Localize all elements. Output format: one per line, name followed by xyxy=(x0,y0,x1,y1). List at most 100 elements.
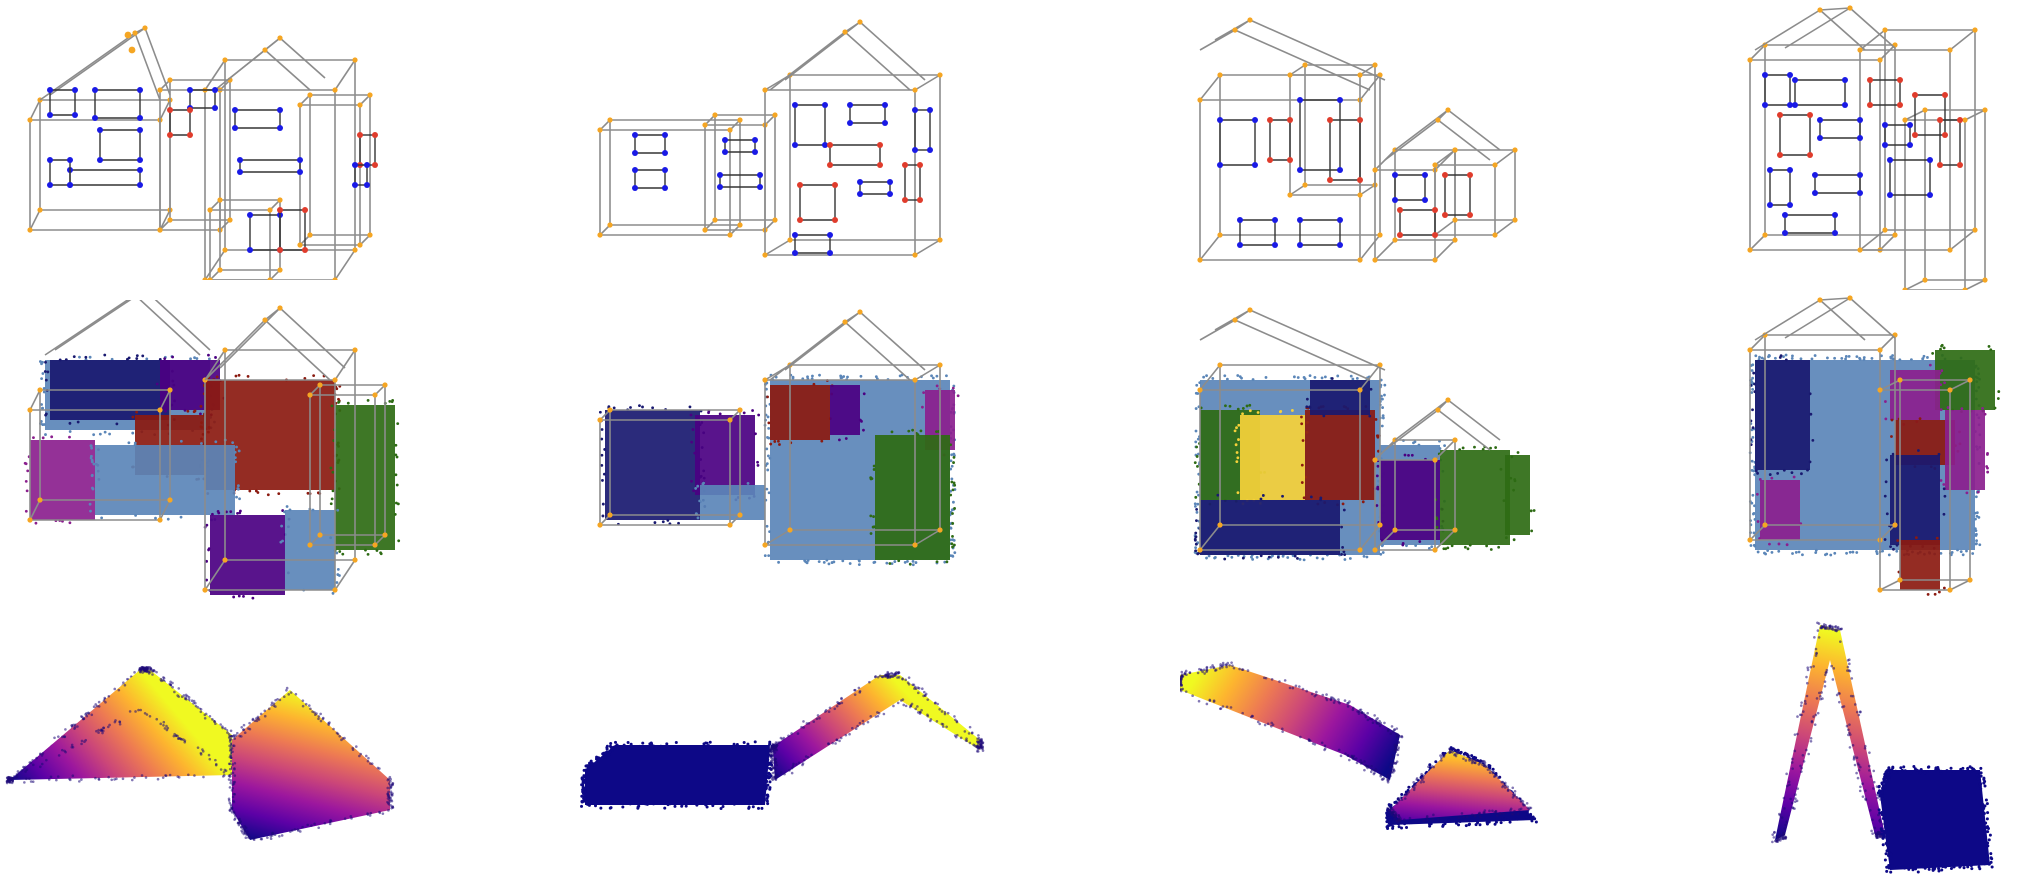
point xyxy=(199,404,203,408)
point xyxy=(1844,355,1848,358)
point xyxy=(1374,418,1378,421)
point xyxy=(1370,718,1374,721)
point xyxy=(20,768,24,772)
vertex xyxy=(1787,167,1793,173)
point xyxy=(140,774,144,777)
wire-edge xyxy=(764,239,791,256)
point xyxy=(657,746,661,750)
vertex xyxy=(1747,57,1753,63)
point xyxy=(1491,771,1495,775)
vertex xyxy=(317,382,323,388)
point xyxy=(1754,469,1758,473)
vertex xyxy=(722,137,728,143)
segment-block xyxy=(1240,415,1305,500)
point xyxy=(1978,543,1982,547)
point xyxy=(1796,715,1799,718)
point xyxy=(1366,766,1369,770)
point xyxy=(1850,677,1854,680)
point xyxy=(1428,763,1432,767)
point xyxy=(943,560,947,564)
point xyxy=(1396,753,1400,757)
point xyxy=(1379,552,1383,556)
point xyxy=(1386,806,1389,810)
point xyxy=(1534,820,1538,824)
vertex xyxy=(887,191,893,197)
point xyxy=(1776,472,1780,475)
point xyxy=(1861,782,1864,786)
point xyxy=(768,780,772,784)
point xyxy=(15,775,19,778)
vertex xyxy=(597,127,603,133)
point xyxy=(1967,861,1971,865)
point xyxy=(673,804,677,808)
point xyxy=(1982,812,1986,816)
point xyxy=(396,422,400,426)
point xyxy=(1303,377,1307,381)
point xyxy=(1881,843,1885,847)
point xyxy=(1807,752,1810,756)
segment-block xyxy=(700,485,765,520)
point xyxy=(280,524,284,528)
vertex xyxy=(352,247,358,253)
point xyxy=(1194,546,1198,550)
vertex xyxy=(1452,237,1458,243)
vertex xyxy=(382,382,388,388)
point xyxy=(874,375,878,379)
point xyxy=(1511,796,1515,799)
vertex xyxy=(1897,377,1903,383)
point xyxy=(1225,377,1229,381)
point xyxy=(1401,541,1405,545)
point xyxy=(1824,673,1827,677)
point xyxy=(1962,866,1966,870)
vertex xyxy=(877,162,883,168)
point xyxy=(1848,723,1851,726)
vertex xyxy=(712,217,718,223)
point xyxy=(1793,749,1797,753)
point xyxy=(329,502,333,506)
point xyxy=(1891,452,1895,456)
point xyxy=(1872,769,1876,773)
point xyxy=(1236,407,1240,411)
point xyxy=(1889,870,1893,874)
point xyxy=(1248,403,1252,407)
point xyxy=(1782,355,1785,359)
point xyxy=(301,699,305,702)
point xyxy=(1942,483,1946,486)
point xyxy=(1911,868,1915,872)
point xyxy=(677,521,680,525)
segmentation-3-svg xyxy=(1193,307,1536,562)
point xyxy=(953,483,957,487)
point xyxy=(1299,735,1302,739)
point xyxy=(387,790,390,794)
point xyxy=(1391,768,1395,772)
point xyxy=(1983,784,1987,788)
point xyxy=(1895,543,1899,547)
point xyxy=(1331,696,1334,700)
point xyxy=(896,701,900,705)
vertex xyxy=(1197,387,1203,393)
point xyxy=(1788,783,1791,787)
vertex xyxy=(67,182,73,188)
point xyxy=(1997,390,2001,393)
point xyxy=(1414,544,1418,547)
vertex xyxy=(332,377,338,383)
point xyxy=(208,757,212,761)
point xyxy=(229,729,233,733)
point xyxy=(774,778,778,782)
point xyxy=(232,781,235,784)
point xyxy=(1351,377,1355,381)
point xyxy=(208,714,212,718)
point xyxy=(774,757,777,761)
point xyxy=(64,728,67,731)
point xyxy=(1884,480,1888,484)
point xyxy=(1354,757,1358,760)
point xyxy=(717,745,721,749)
point xyxy=(1412,781,1415,784)
wire-edge xyxy=(159,99,171,121)
point xyxy=(1966,865,1970,869)
point xyxy=(1300,415,1303,419)
point xyxy=(1923,866,1927,870)
vertex xyxy=(702,122,708,128)
point xyxy=(230,807,234,811)
vertex xyxy=(607,117,613,123)
